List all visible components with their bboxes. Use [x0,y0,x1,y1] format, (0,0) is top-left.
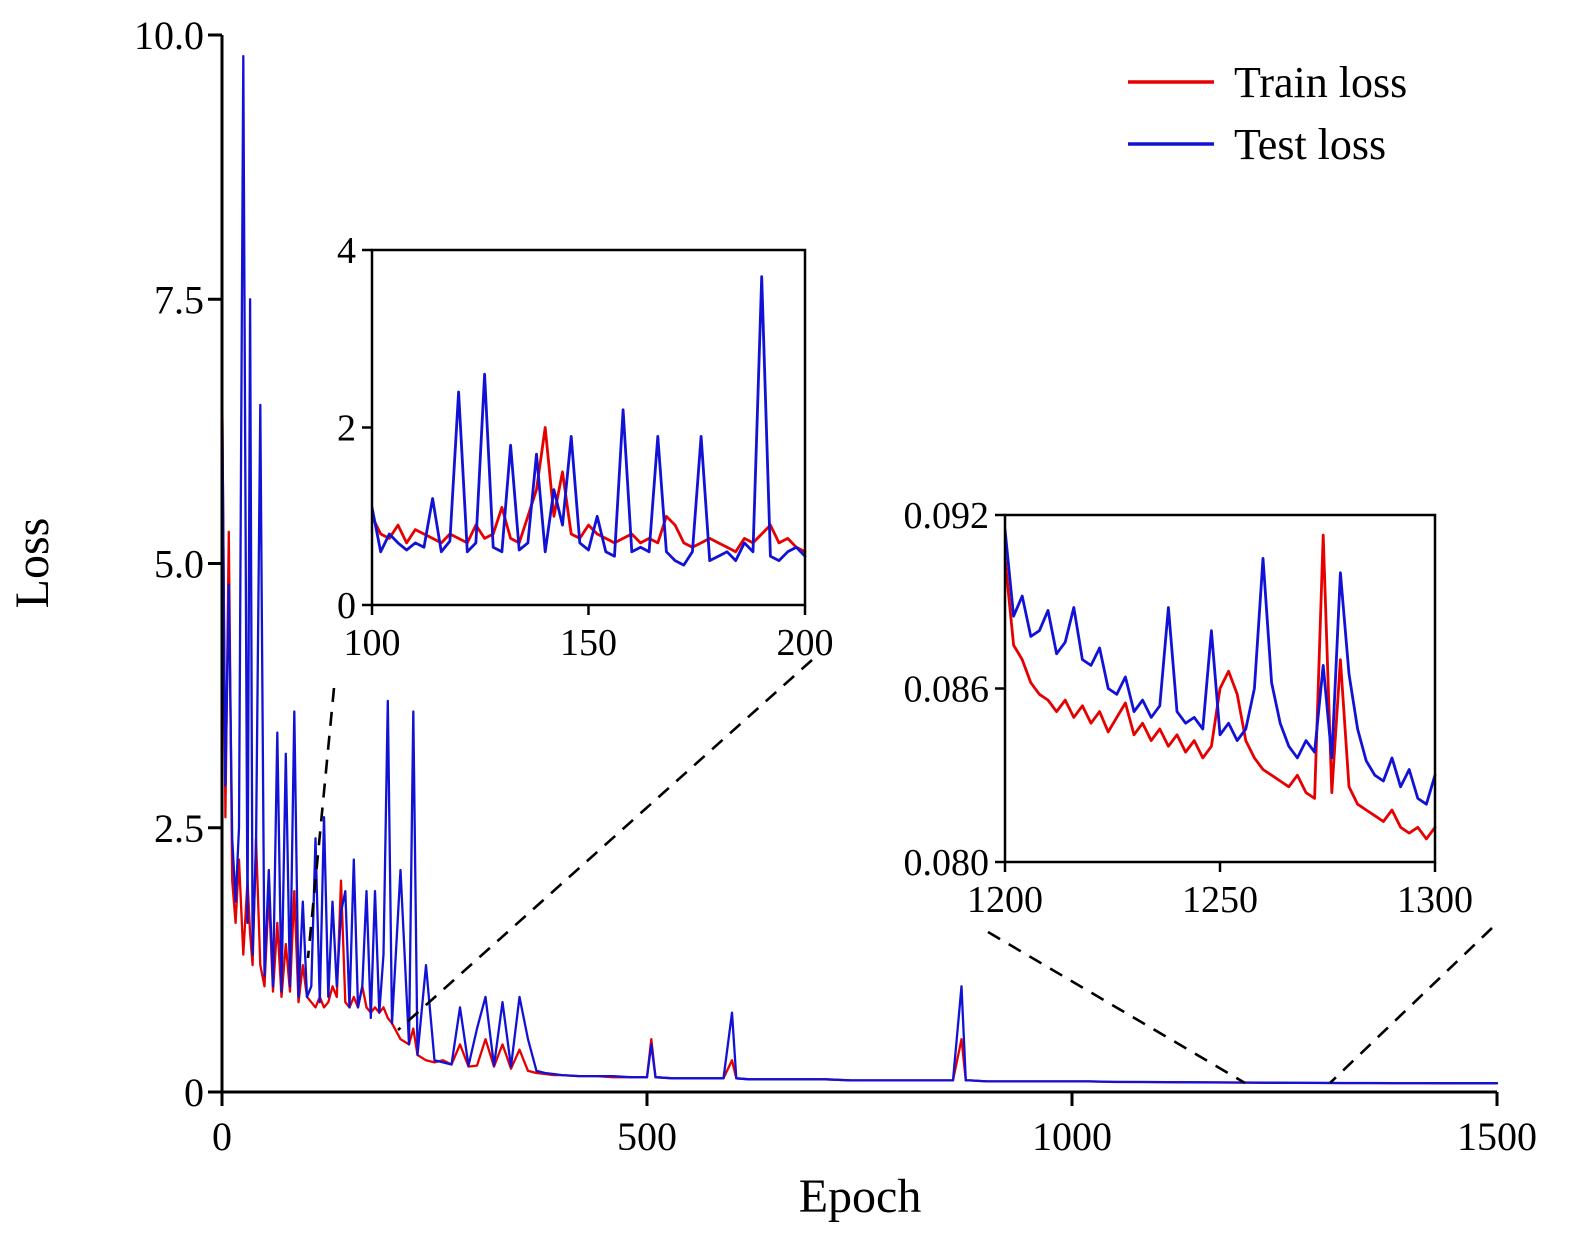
legend-train-label: Train loss [1234,58,1407,107]
inset1-test-loss-line [371,275,807,567]
inset2-y-tick-label: 0.086 [904,669,990,711]
main-plot-x-tick-label: 500 [617,1114,677,1159]
inset2-connector-right [1329,927,1493,1084]
inset1-connector-left [306,687,336,959]
inset2-x-tick-label: 1200 [967,879,1043,921]
inset1-x-tick-label: 200 [777,622,834,664]
main-plot-x-tick-label: 1500 [1457,1114,1537,1159]
main-plot-test-loss-line [221,54,1499,1085]
main-plot-y-tick-label: 0 [184,1070,204,1115]
inset1-y-tick-label: 4 [337,230,356,272]
inset1-y-tick-label: 0 [337,585,356,627]
inset1-x-tick-label: 100 [344,622,401,664]
zoom-connector-lines [306,659,1493,1085]
legend: Train loss Test loss [1128,58,1407,169]
inset2-x-tick-label: 1250 [1182,879,1258,921]
main-plot-y-tick-label: 5.0 [154,542,204,587]
inset2-connector-left [987,930,1246,1085]
inset1-connector-right [397,659,813,1031]
main-plot-y-tick-label: 2.5 [154,806,204,851]
main-plot-x-tick-label: 0 [212,1114,232,1159]
inset2-y-tick-label: 0.080 [904,842,990,884]
y-axis-label: Loss [6,518,59,609]
main-plot-axes-spines [220,35,1497,1094]
legend-test-label: Test loss [1234,120,1386,169]
inset2-y-tick-label: 0.092 [904,495,990,537]
main-plot-y-tick-label: 7.5 [154,277,204,322]
inset2-train-loss-line [1004,533,1437,841]
inset2-x-tick-label: 1300 [1397,879,1473,921]
x-axis-label: Epoch [799,1170,922,1223]
inset1-train-loss-line [371,426,807,554]
main-plot-x-tick-label: 1000 [1032,1114,1112,1159]
inset2-test-loss-line [1004,528,1437,806]
inset-zoom-epochs-100-200: 100 150 200 0 2 4 [337,230,834,664]
main-plot-y-tick-label: 10.0 [134,13,204,58]
inset1-x-tick-label: 150 [560,622,617,664]
inset-zoom-epochs-1200-1300: 1200 1250 1300 0.080 0.086 0.092 [904,495,1474,921]
inset1-y-tick-label: 2 [337,408,356,450]
